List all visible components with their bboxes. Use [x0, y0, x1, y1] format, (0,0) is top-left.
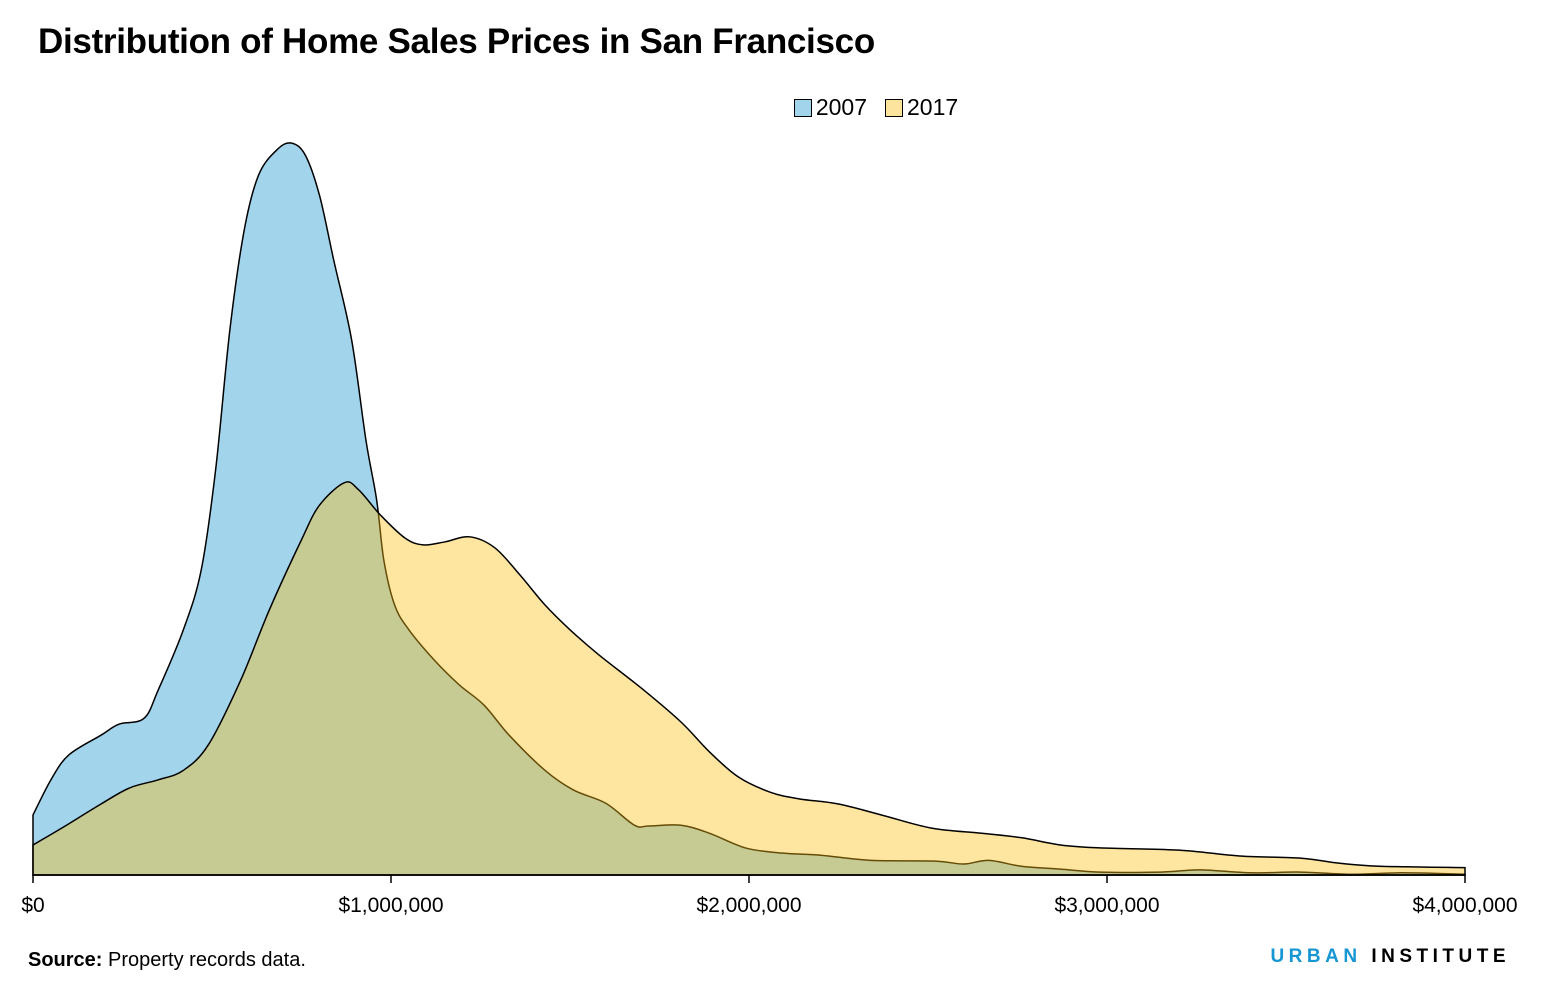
legend-swatch-2007	[793, 98, 812, 117]
x-tick-label: $0	[21, 894, 44, 917]
legend-item-2007: 2007	[793, 94, 867, 121]
logo-urban: URBAN	[1270, 946, 1362, 967]
x-axis-ticks: $0 $1,000,000 $2,000,000 $3,000,000 $4,000,0…	[21, 875, 1518, 917]
x-tick-label: $1,000,000	[338, 894, 443, 917]
x-tick-label: $4,000,000	[1412, 894, 1517, 917]
legend: 2007 2017	[0, 94, 1542, 121]
urban-institute-logo: URBAN INSTITUTE	[1270, 946, 1510, 968]
source-note: Source: Property records data.	[28, 949, 306, 972]
legend-swatch-2017	[885, 98, 903, 117]
logo-institute: INSTITUTE	[1371, 946, 1510, 967]
x-tick-label: $2,000,000	[696, 894, 801, 917]
x-tick-label: $3,000,000	[1054, 894, 1159, 917]
chart-title: Distribution of Home Sales Prices in San…	[38, 22, 875, 61]
density-areas	[32, 142, 1466, 876]
legend-item-2017: 2017	[885, 94, 958, 121]
density-area-2007	[32, 142, 1466, 876]
source-text: Property records data.	[108, 949, 306, 971]
legend-label-2017: 2017	[907, 94, 959, 120]
source-label: Source:	[28, 949, 103, 971]
density-area-2017	[32, 481, 1466, 876]
legend-label-2007: 2007	[815, 94, 867, 120]
